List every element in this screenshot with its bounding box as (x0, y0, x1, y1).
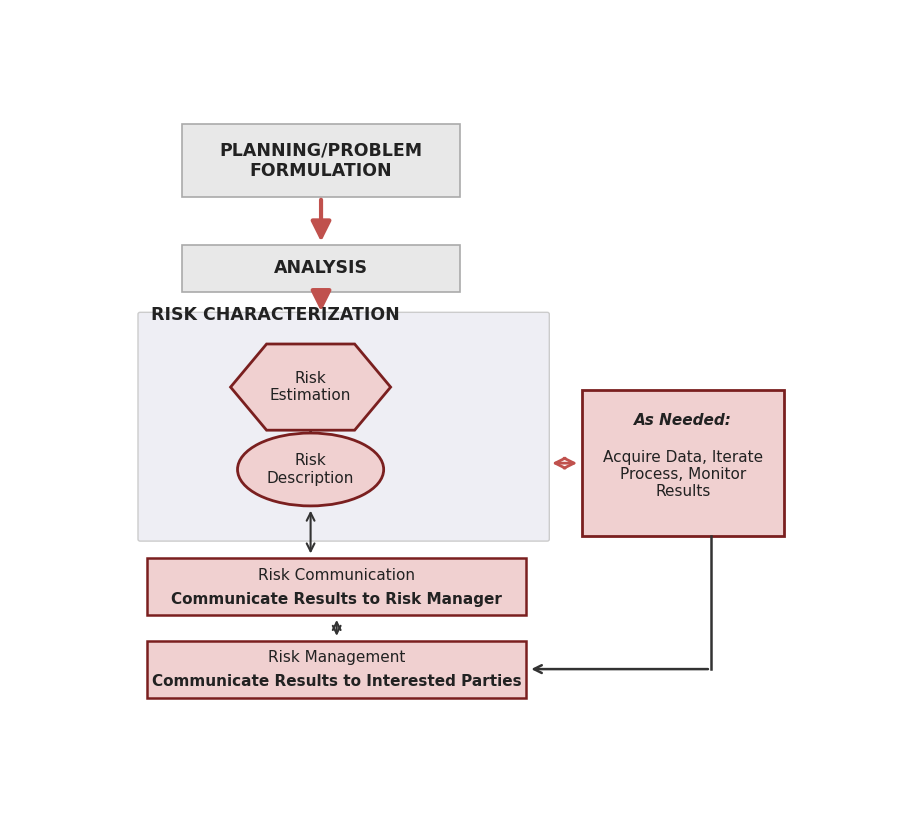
Text: Communicate Results to Interested Parties: Communicate Results to Interested Partie… (152, 674, 522, 690)
Text: RISK CHARACTERIZATION: RISK CHARACTERIZATION (151, 305, 400, 323)
Text: Acquire Data, Iterate
Process, Monitor
Results: Acquire Data, Iterate Process, Monitor R… (603, 449, 763, 500)
FancyBboxPatch shape (181, 124, 460, 197)
Text: Communicate Results to Risk Manager: Communicate Results to Risk Manager (172, 592, 502, 607)
Ellipse shape (237, 433, 383, 506)
Text: Risk
Estimation: Risk Estimation (270, 371, 351, 403)
FancyBboxPatch shape (147, 558, 526, 616)
FancyBboxPatch shape (582, 390, 784, 536)
Text: Risk Management: Risk Management (268, 650, 405, 665)
Text: ANALYSIS: ANALYSIS (274, 259, 368, 277)
FancyBboxPatch shape (147, 640, 526, 698)
Text: PLANNING/PROBLEM
FORMULATION: PLANNING/PROBLEM FORMULATION (219, 142, 423, 180)
Text: Risk Communication: Risk Communication (259, 568, 415, 583)
FancyBboxPatch shape (181, 244, 460, 292)
Polygon shape (231, 344, 391, 430)
Text: As Needed:: As Needed: (634, 413, 732, 428)
FancyBboxPatch shape (138, 312, 550, 541)
Text: Risk
Description: Risk Description (267, 453, 355, 486)
